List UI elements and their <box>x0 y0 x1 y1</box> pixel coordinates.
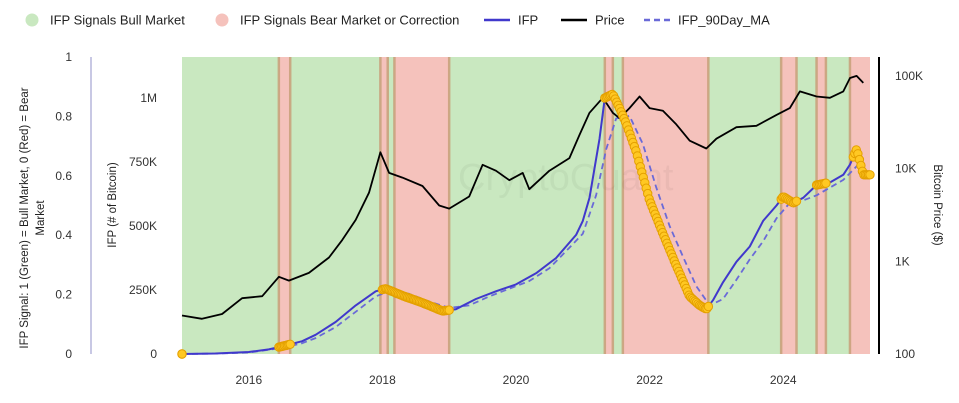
ifp-tick-0: 0 <box>150 347 157 361</box>
legend-bull[interactable]: IFP Signals Bull Market <box>25 13 186 28</box>
legend-bear-swatch <box>215 13 229 27</box>
ifp-tick-3: 750K <box>129 155 157 169</box>
legend-bear[interactable]: IFP Signals Bear Market or Correction <box>215 13 460 28</box>
ifp-tick-1: 250K <box>129 283 157 297</box>
price-axis-title: Bitcoin Price ($) <box>931 164 943 245</box>
x-tick-2020: 2020 <box>503 373 530 387</box>
legend-ifp[interactable]: IFP <box>484 13 538 28</box>
signal-marker-127 <box>703 301 714 312</box>
bull-background <box>182 57 870 354</box>
x-tick-2022: 2022 <box>636 373 663 387</box>
signal-tick-2: 0.4 <box>55 228 72 242</box>
legend-price[interactable]: Price <box>561 13 625 28</box>
bear-band-1 <box>380 57 388 354</box>
legend-ma-label: IFP_90Day_MA <box>678 13 770 28</box>
legend-bull-swatch <box>25 13 39 27</box>
signal-marker-145 <box>821 178 831 188</box>
signal-bands <box>182 57 870 354</box>
x-tick-2024: 2024 <box>770 373 797 387</box>
ifp-tick-2: 500K <box>129 219 157 233</box>
series-line-price <box>181 75 864 320</box>
signal-marker-157 <box>865 170 875 180</box>
x-tick-2018: 2018 <box>369 373 396 387</box>
bear-band-6 <box>816 57 826 354</box>
signal-tick-5: 1 <box>65 50 72 64</box>
bear-band-3 <box>604 57 613 354</box>
price-tick-1: 1K <box>895 254 910 268</box>
ifp-tick-4: 1M <box>140 91 157 105</box>
legend-ma[interactable]: IFP_90Day_MA <box>644 13 770 28</box>
signal-axis-title-line2: Market <box>35 200 47 236</box>
signal-tick-1: 0.2 <box>55 288 72 302</box>
legend: IFP Signals Bull Market IFP Signals Bear… <box>25 13 770 28</box>
legend-price-label: Price <box>595 13 625 28</box>
ifp-axis-title: IFP (# of Bitcoin) <box>107 162 119 248</box>
bear-band-7 <box>849 57 870 354</box>
signal-tick-3: 0.6 <box>55 169 72 183</box>
signal-tick-4: 0.8 <box>55 109 72 123</box>
legend-ifp-label: IFP <box>518 13 538 28</box>
signal-marker-10 <box>285 339 295 349</box>
signal-marker-1 <box>177 349 187 359</box>
legend-bull-label: IFP Signals Bull Market <box>50 13 185 28</box>
signal-markers <box>177 89 875 359</box>
legend-bear-label: IFP Signals Bear Market or Correction <box>240 13 459 28</box>
signal-marker-138 <box>791 196 802 206</box>
price-tick-0: 100 <box>895 347 915 361</box>
signal-marker-56 <box>444 305 454 315</box>
price-tick-2: 10K <box>895 162 916 176</box>
price-tick-3: 100K <box>895 69 923 83</box>
bear-band-0 <box>278 57 291 354</box>
axes: 2016 2018 2020 2022 2024 0 0.2 0.4 0.6 0.8 1 0 250K 5… <box>55 50 923 387</box>
x-tick-2016: 2016 <box>235 373 262 387</box>
signal-tick-0: 0 <box>65 347 72 361</box>
signal-axis-title-line1: IFP Signal: 1 (Green) = Bull Market, 0 (… <box>19 87 31 348</box>
